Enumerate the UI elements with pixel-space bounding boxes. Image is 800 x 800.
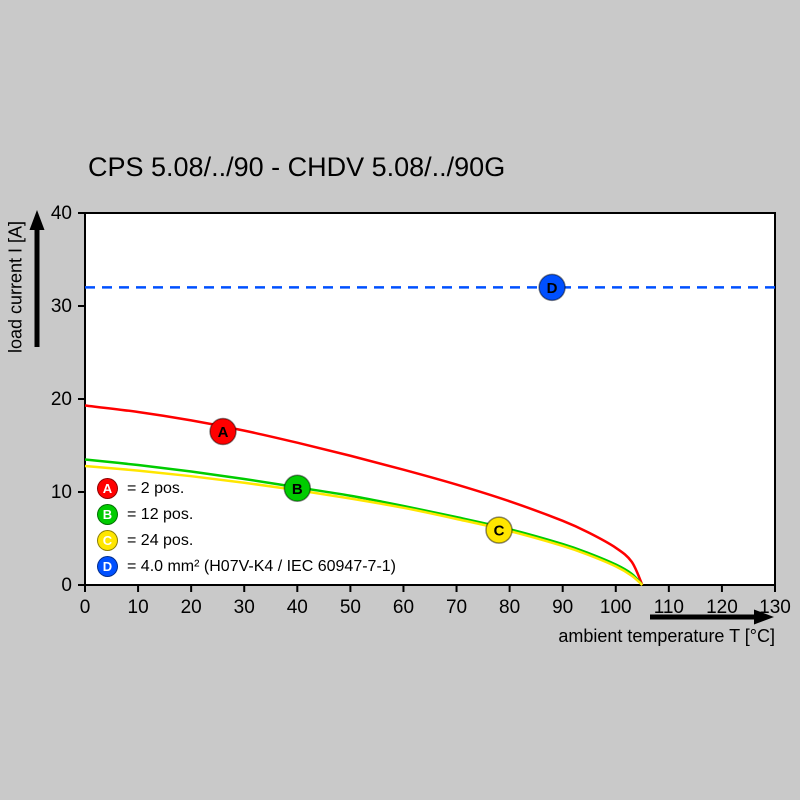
legend-item-B: B = 12 pos. (97, 504, 396, 525)
chart-title: CPS 5.08/../90 - CHDV 5.08/../90G (88, 152, 506, 182)
legend-item-D: D = 4.0 mm² (H07V-K4 / IEC 60947-7-1) (97, 556, 396, 577)
y-tick-label: 10 (51, 482, 72, 503)
x-tick-label: 60 (393, 597, 414, 618)
x-tick-label: 50 (340, 597, 361, 618)
x-tick-label: 40 (287, 597, 308, 618)
x-tick-label: 0 (80, 597, 91, 618)
legend: A = 2 pos. B = 12 pos. C = 24 pos. D = 4.0 mm² … (97, 478, 396, 577)
marker-C (485, 516, 513, 544)
x-tick-label: 90 (552, 597, 573, 618)
legend-label-B: = 12 pos. (127, 505, 194, 523)
marker-letter-A: A (218, 424, 229, 441)
y-tick-label: 40 (51, 203, 72, 224)
x-tick-label: 110 (654, 597, 684, 618)
x-tick-label: 130 (759, 597, 791, 618)
y-tick-label: 0 (61, 575, 72, 596)
legend-badge-B: B (97, 504, 118, 525)
legend-badge-C: C (97, 530, 118, 551)
legend-label-D: = 4.0 mm² (H07V-K4 / IEC 60947-7-1) (127, 557, 396, 575)
legend-badge-A: A (97, 478, 118, 499)
x-tick-label: 70 (446, 597, 467, 618)
legend-item-A: A = 2 pos. (97, 478, 396, 499)
x-axis-arrow-head-icon (754, 609, 774, 625)
x-tick-label: 30 (234, 597, 255, 618)
x-axis-label: ambient temperature T [°C] (558, 626, 775, 646)
marker-B (283, 474, 312, 503)
legend-badge-D: D (97, 556, 118, 577)
plot-frame (84, 212, 776, 586)
x-tick-label: 80 (499, 597, 520, 618)
x-tick-label: 120 (706, 597, 738, 618)
x-tick-label: 10 (128, 597, 149, 618)
curve-A (84, 404, 644, 586)
curve-C (84, 464, 644, 586)
legend-label-A: = 2 pos. (127, 479, 185, 497)
marker-D (538, 273, 566, 302)
legend-label-C: = 24 pos. (127, 531, 194, 549)
y-axis-arrow-head-icon (29, 210, 45, 230)
marker-letter-D: D (547, 280, 558, 297)
y-tick-label: 30 (51, 296, 72, 317)
x-tick-label: 100 (600, 597, 632, 618)
y-tick-label: 20 (51, 389, 72, 410)
marker-letter-C: C (494, 523, 505, 540)
marker-letter-B: B (292, 481, 303, 498)
legend-item-C: C = 24 pos. (97, 530, 396, 551)
marker-A (209, 417, 237, 446)
x-tick-label: 20 (181, 597, 202, 618)
curve-B (84, 458, 644, 586)
